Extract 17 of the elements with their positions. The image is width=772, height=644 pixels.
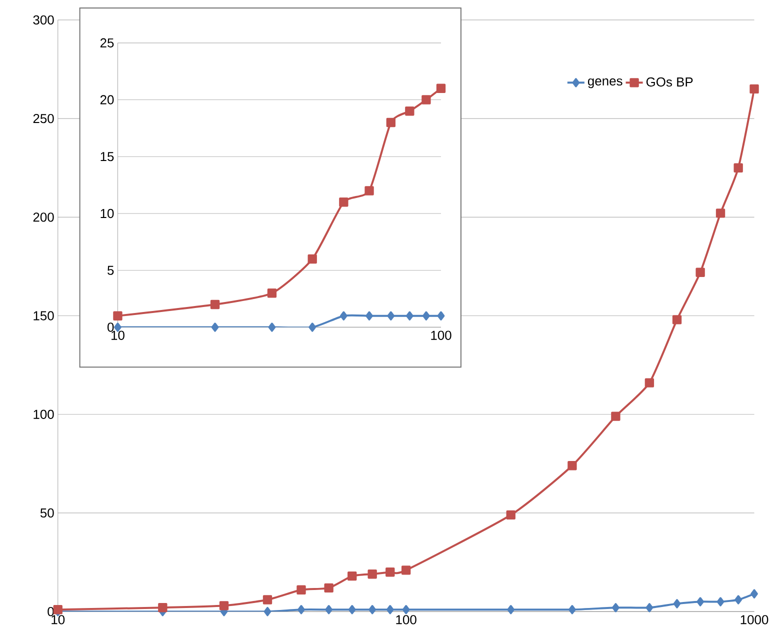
x-tick-label: 1000 (740, 615, 768, 625)
x-tick-label: 100 (396, 615, 416, 625)
y-tick-label: 15 (100, 152, 114, 162)
legend-label: genes (588, 78, 622, 88)
y-tick-label: 100 (34, 410, 54, 420)
y-tick-label: 0 (108, 322, 114, 332)
y-tick-label: 200 (33, 212, 54, 222)
y-tick-label: 250 (33, 114, 54, 124)
legend-label: GOs BP (646, 78, 693, 87)
y-tick-label: 300 (33, 16, 54, 25)
y-tick-label: 5 (108, 266, 114, 276)
y-tick-label: 10 (100, 209, 114, 218)
y-tick-label: 20 (100, 95, 114, 105)
x-tick-label: 10 (52, 615, 65, 625)
y-tick-label: 150 (34, 311, 54, 321)
y-tick-label: 50 (40, 508, 54, 518)
y-tick-label: 25 (100, 38, 114, 48)
